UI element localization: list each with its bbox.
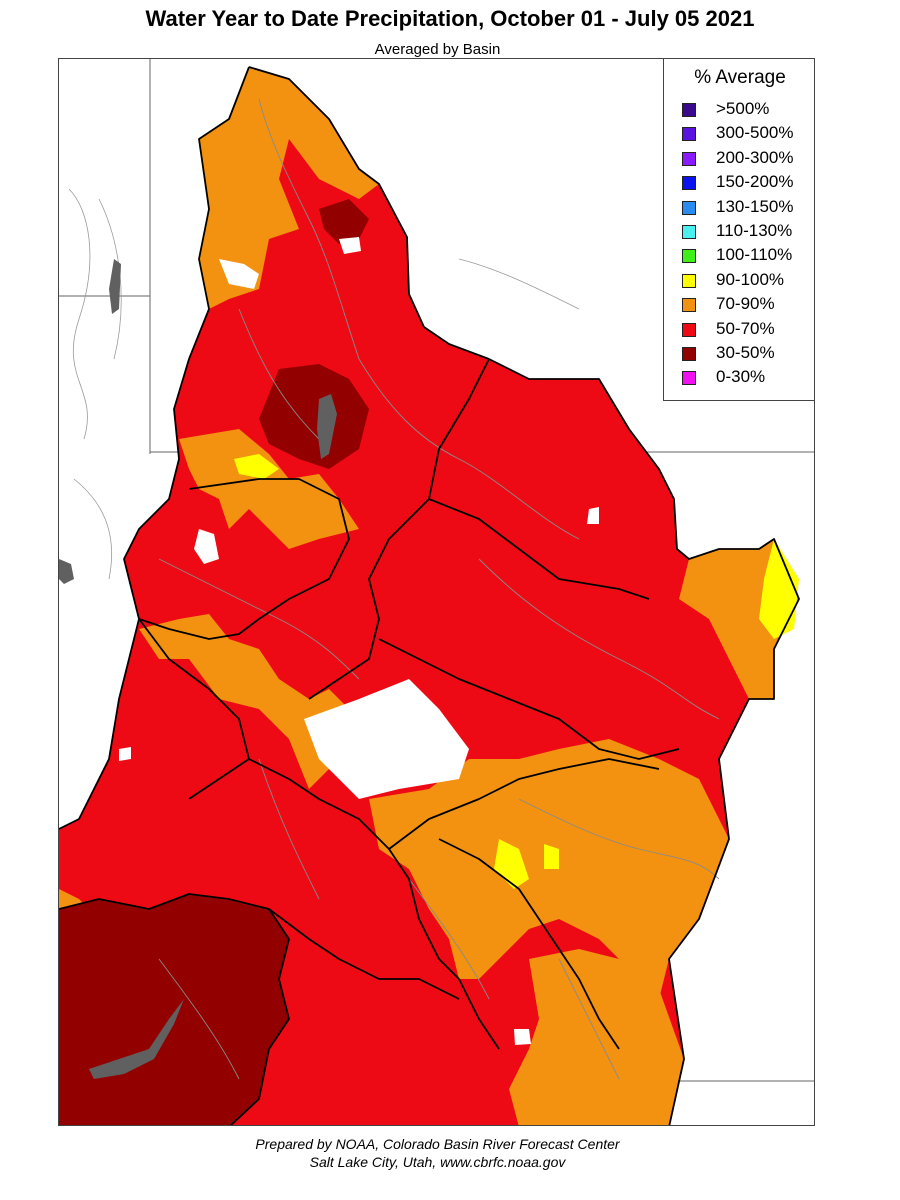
legend-swatch [682, 322, 696, 337]
legend-label: 150-200% [716, 172, 794, 192]
legend-swatch [682, 225, 696, 239]
legend-label: 100-110% [716, 245, 793, 265]
reservoirs [59, 259, 337, 1079]
basin-boundaries [59, 66, 800, 1125]
legend-box: % Average >500% 300-500% 200-300% 150-200% 1… [663, 58, 815, 401]
legend-swatch [682, 151, 696, 166]
legend-swatch [682, 249, 696, 264]
legend-swatch [682, 127, 696, 142]
legend-label: 30-50% [716, 343, 775, 362]
credit-line-1: Prepared by NOAA, Colorado Basin River F… [255, 1136, 620, 1152]
legend-label: 300-500% [716, 123, 794, 143]
legend-label: 70-90% [716, 294, 775, 314]
legend-label: 50-70% [716, 318, 775, 338]
legend-swatch [682, 371, 696, 386]
legend-swatch [682, 298, 696, 313]
legend-label: 110-130% [716, 221, 793, 240]
legend-label: 0-30% [716, 367, 766, 387]
legend-label: >500% [716, 99, 770, 118]
map-subtitle: Averaged by Basin [374, 41, 501, 58]
basin-map-graphic [59, 59, 814, 1125]
legend-swatch [682, 347, 696, 361]
river-lines [158, 98, 720, 1080]
legend-swatch [682, 200, 696, 215]
legend-title: % Average [694, 67, 786, 88]
credit-line-2: Salt Lake City, Utah, www.cbrfc.noaa.gov [309, 1154, 566, 1170]
legend-label: 130-150% [716, 196, 794, 216]
no-data-areas [119, 237, 599, 1045]
legend-swatch [682, 176, 696, 191]
legend-swatch [682, 273, 696, 288]
legend-label: 200-300% [716, 147, 794, 167]
legend-label: 90-100% [716, 269, 785, 289]
legend-swatch [682, 103, 696, 117]
map-title: Water Year to Date Precipitation, Octobe… [145, 6, 755, 31]
